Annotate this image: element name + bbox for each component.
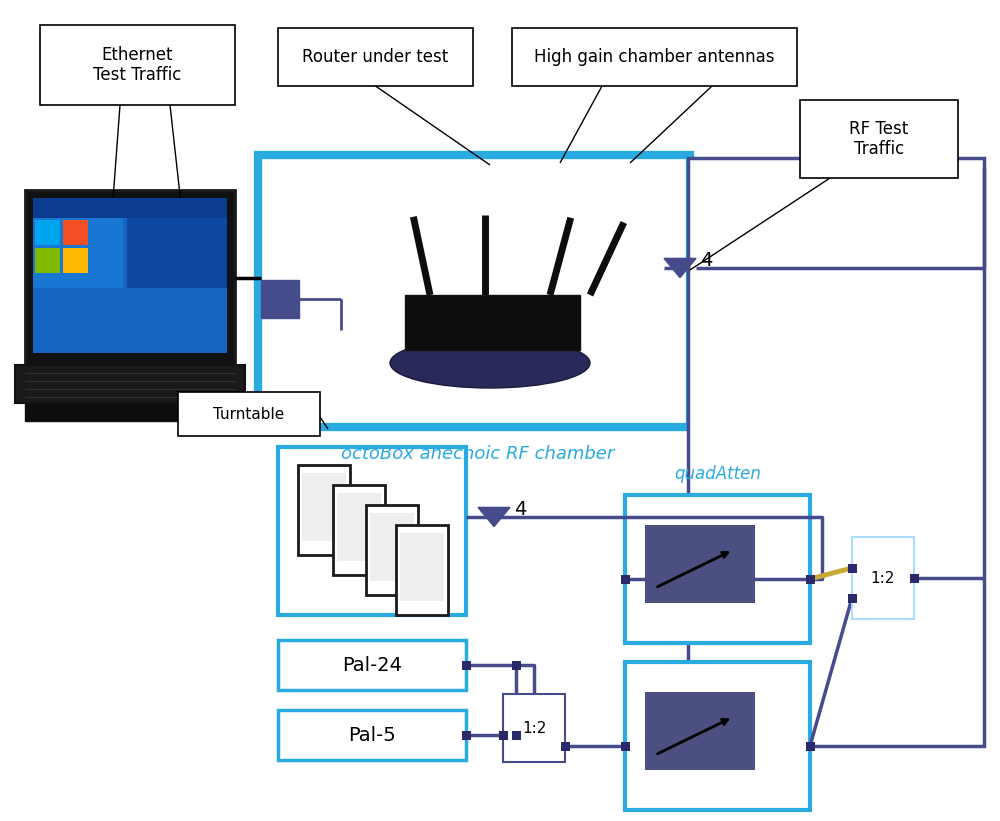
- FancyBboxPatch shape: [35, 248, 60, 273]
- FancyBboxPatch shape: [333, 485, 385, 575]
- FancyBboxPatch shape: [625, 495, 810, 643]
- Text: 4: 4: [700, 250, 712, 269]
- FancyBboxPatch shape: [178, 392, 320, 436]
- FancyBboxPatch shape: [852, 537, 914, 619]
- Text: 4: 4: [514, 499, 526, 519]
- FancyBboxPatch shape: [645, 525, 755, 603]
- Text: 1:2: 1:2: [871, 571, 895, 585]
- FancyBboxPatch shape: [33, 218, 123, 288]
- Text: Pal-5: Pal-5: [348, 726, 396, 745]
- FancyBboxPatch shape: [366, 505, 418, 595]
- Text: Turntable: Turntable: [213, 406, 285, 421]
- FancyBboxPatch shape: [503, 694, 565, 762]
- FancyBboxPatch shape: [806, 575, 814, 584]
- FancyBboxPatch shape: [560, 741, 570, 750]
- FancyBboxPatch shape: [261, 280, 299, 318]
- Text: Pal-24: Pal-24: [342, 655, 402, 675]
- FancyBboxPatch shape: [620, 741, 630, 750]
- FancyBboxPatch shape: [396, 525, 448, 615]
- FancyBboxPatch shape: [63, 248, 88, 273]
- Text: 1:2: 1:2: [522, 721, 546, 736]
- FancyBboxPatch shape: [298, 465, 350, 555]
- FancyBboxPatch shape: [512, 661, 520, 669]
- FancyBboxPatch shape: [33, 198, 227, 218]
- FancyBboxPatch shape: [15, 365, 245, 403]
- Text: octoBox anechoic RF chamber: octoBox anechoic RF chamber: [341, 445, 615, 463]
- FancyBboxPatch shape: [910, 574, 918, 583]
- FancyBboxPatch shape: [620, 575, 630, 584]
- FancyBboxPatch shape: [688, 158, 984, 746]
- FancyBboxPatch shape: [400, 533, 444, 601]
- FancyBboxPatch shape: [278, 447, 466, 615]
- FancyBboxPatch shape: [302, 473, 346, 541]
- FancyBboxPatch shape: [370, 513, 414, 581]
- FancyBboxPatch shape: [462, 661, 471, 669]
- FancyBboxPatch shape: [512, 28, 797, 86]
- Text: quadAtten: quadAtten: [674, 465, 761, 483]
- FancyBboxPatch shape: [848, 563, 856, 572]
- FancyBboxPatch shape: [25, 190, 235, 365]
- Text: RF Test
Traffic: RF Test Traffic: [849, 120, 909, 158]
- FancyBboxPatch shape: [498, 731, 508, 740]
- Polygon shape: [478, 507, 510, 526]
- FancyBboxPatch shape: [625, 662, 810, 810]
- Text: Router under test: Router under test: [302, 48, 449, 66]
- Text: High gain chamber antennas: High gain chamber antennas: [534, 48, 775, 66]
- FancyBboxPatch shape: [848, 594, 856, 603]
- FancyBboxPatch shape: [278, 28, 473, 86]
- FancyBboxPatch shape: [800, 100, 958, 178]
- FancyBboxPatch shape: [35, 220, 60, 245]
- Polygon shape: [664, 259, 696, 277]
- FancyBboxPatch shape: [405, 295, 580, 350]
- FancyBboxPatch shape: [278, 710, 466, 760]
- FancyBboxPatch shape: [127, 218, 227, 288]
- FancyBboxPatch shape: [258, 155, 690, 427]
- FancyBboxPatch shape: [512, 731, 520, 740]
- FancyBboxPatch shape: [462, 731, 471, 740]
- Ellipse shape: [390, 338, 590, 388]
- FancyBboxPatch shape: [63, 220, 88, 245]
- Text: Ethernet
Test Traffic: Ethernet Test Traffic: [93, 46, 182, 85]
- FancyBboxPatch shape: [645, 692, 755, 770]
- FancyBboxPatch shape: [33, 198, 227, 353]
- FancyBboxPatch shape: [40, 25, 235, 105]
- FancyBboxPatch shape: [25, 403, 235, 421]
- FancyBboxPatch shape: [278, 640, 466, 690]
- FancyBboxPatch shape: [806, 741, 814, 750]
- FancyBboxPatch shape: [337, 493, 381, 561]
